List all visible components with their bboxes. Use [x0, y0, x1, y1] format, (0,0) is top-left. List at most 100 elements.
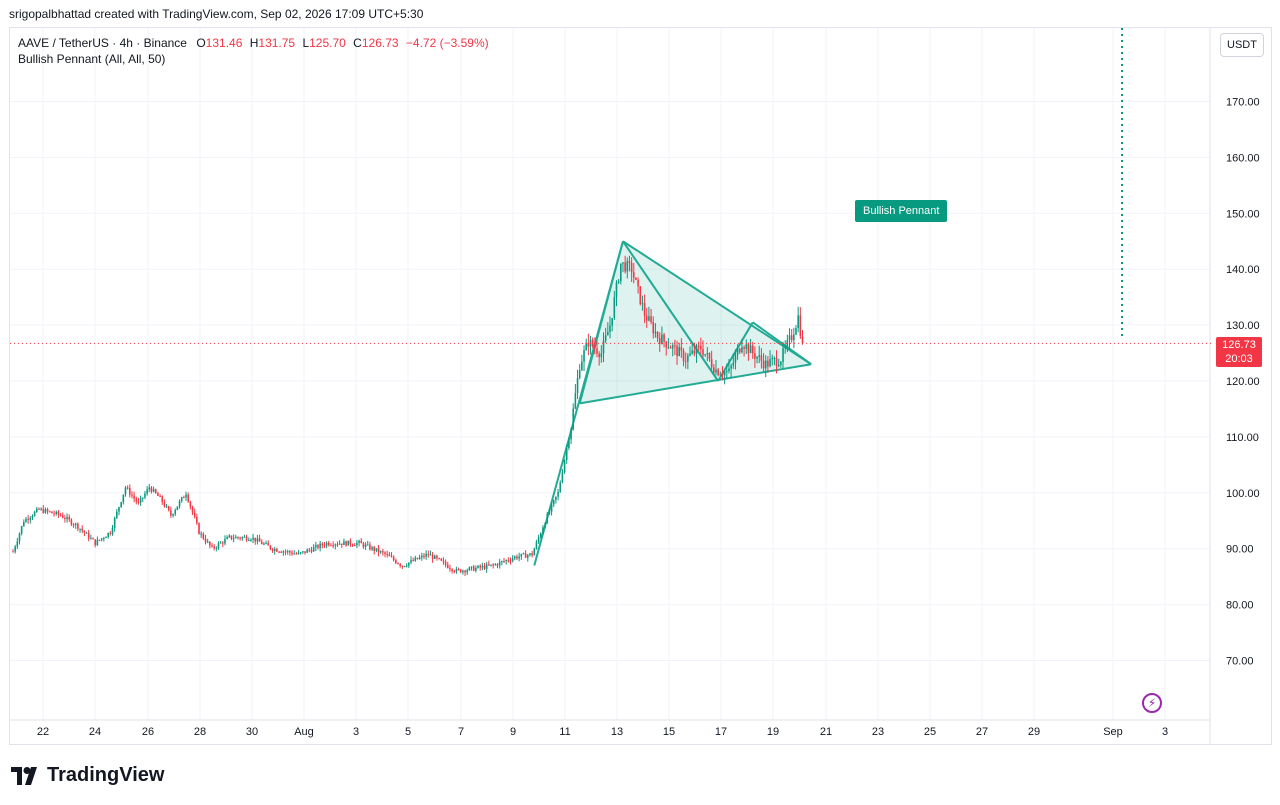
candle-body [358, 540, 360, 543]
candle-body [537, 537, 540, 542]
candle-body [379, 551, 382, 553]
candle-body [615, 282, 618, 298]
candle-body [267, 543, 270, 546]
candle-body [767, 360, 769, 367]
candle-body [219, 542, 222, 544]
currency-button[interactable]: USDT [1220, 33, 1264, 57]
candle-body [377, 548, 380, 553]
candle-body [111, 528, 114, 534]
candle-body [613, 297, 616, 319]
candle-body [587, 342, 590, 347]
candle-body [273, 549, 276, 551]
candle-body [585, 342, 587, 351]
candle-body [730, 365, 732, 369]
price-tick-label: 70.00 [1226, 656, 1254, 668]
candle-body [738, 348, 741, 353]
candle-body [652, 322, 655, 334]
candle-body [453, 570, 456, 572]
candle-body [280, 551, 283, 553]
candle-body [762, 360, 765, 369]
candle-body [200, 533, 202, 535]
candle-body [687, 355, 689, 362]
candle-body [152, 489, 155, 492]
candle-body [163, 502, 166, 507]
candle-body [650, 316, 652, 323]
candle-body [505, 560, 507, 562]
candle-body [743, 347, 745, 349]
candle-body [222, 542, 224, 544]
candle-body [414, 557, 417, 561]
candle-body [713, 367, 715, 373]
time-tick-label: Sep [1103, 726, 1123, 738]
candle-body [446, 564, 449, 568]
price-tick-label: 80.00 [1226, 600, 1254, 612]
candle-body [674, 345, 676, 347]
candle-body [349, 540, 352, 545]
candle-body [12, 551, 14, 553]
candle-body [455, 569, 458, 572]
candle-body [568, 439, 570, 449]
candle-body [178, 501, 181, 507]
candle-body [669, 347, 672, 349]
price-tick-label: 110.00 [1226, 432, 1259, 444]
candle-body [340, 543, 343, 545]
candle-body [137, 501, 140, 503]
candle-body [191, 506, 194, 513]
candle-body [490, 564, 492, 566]
candle-body [680, 347, 683, 351]
candle-body [799, 315, 802, 336]
candle-body [574, 393, 577, 409]
candle-body [745, 344, 748, 349]
time-tick-label: 23 [872, 726, 884, 738]
candle-body [648, 316, 650, 321]
candle-body [334, 544, 337, 546]
ohlc-row: AAVE / TetherUS · 4h · Binance O131.46 H… [18, 35, 489, 51]
candle-body [31, 515, 34, 518]
candle-body [304, 551, 306, 553]
candle-body [466, 570, 469, 573]
candle-body [211, 545, 213, 547]
candle-body [431, 554, 434, 559]
candle-body [204, 538, 207, 543]
candle-body [719, 374, 722, 376]
candle-body [98, 539, 101, 541]
candle-body [492, 564, 494, 566]
candle-body [330, 545, 332, 547]
candle-body [135, 498, 138, 502]
lightning-icon[interactable]: ⚡ [1142, 693, 1162, 713]
candle-body [356, 542, 358, 546]
candle-body [760, 355, 763, 361]
candle-body [187, 494, 190, 502]
candle-body [782, 348, 784, 363]
candle-body [708, 353, 711, 360]
candle-body [282, 551, 285, 553]
candle-body [678, 347, 681, 357]
candle-body [544, 523, 546, 528]
close-key: C [353, 36, 362, 50]
chart-credit: srigopalbhattad created with TradingView… [9, 7, 424, 21]
candle-body [131, 494, 133, 496]
candle-body [232, 538, 235, 540]
time-tick-label: 28 [194, 726, 206, 738]
candle-body [295, 553, 298, 555]
candle-body [501, 561, 503, 563]
indicator-label[interactable]: Bullish Pennant (All, All, 50) [18, 52, 166, 66]
candle-body [224, 539, 226, 544]
symbol-label[interactable]: AAVE / TetherUS · 4h · Binance [18, 36, 187, 50]
candle-body [245, 536, 248, 541]
candle-body [425, 553, 427, 557]
high-key: H [249, 36, 259, 50]
candle-body [343, 541, 345, 545]
candle-body [695, 345, 698, 354]
candle-body [83, 530, 86, 533]
candle-body [444, 561, 447, 565]
candle-body [533, 548, 536, 556]
candle-body [542, 527, 544, 534]
candle-body [234, 536, 237, 539]
price-tick-label: 140.00 [1226, 264, 1260, 276]
high-value: 131.75 [258, 36, 296, 50]
candle-body [795, 328, 797, 335]
candle-body [196, 516, 198, 524]
candle-body [92, 538, 94, 540]
